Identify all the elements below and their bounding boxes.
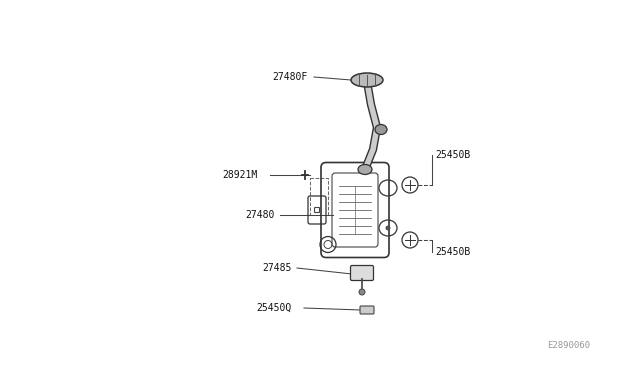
Text: 25450Q: 25450Q — [256, 303, 291, 313]
Text: E2890060: E2890060 — [547, 340, 590, 350]
Circle shape — [359, 289, 365, 295]
FancyBboxPatch shape — [351, 266, 374, 280]
Ellipse shape — [375, 125, 387, 135]
Text: 28921M: 28921M — [222, 170, 257, 180]
Ellipse shape — [358, 164, 372, 174]
Text: 27485: 27485 — [262, 263, 291, 273]
Text: 25450B: 25450B — [435, 247, 470, 257]
FancyBboxPatch shape — [360, 306, 374, 314]
Text: 27480F: 27480F — [272, 72, 307, 82]
Text: 27480: 27480 — [245, 210, 275, 220]
Text: 25450B: 25450B — [435, 150, 470, 160]
Ellipse shape — [351, 73, 383, 87]
Circle shape — [386, 226, 390, 230]
